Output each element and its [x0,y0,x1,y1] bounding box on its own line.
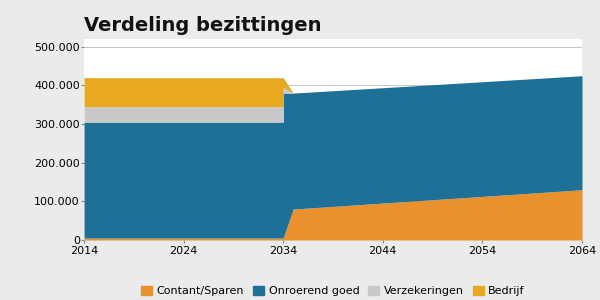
Legend: Contant/Sparen, Onroerend goed, Verzekeringen, Bedrijf: Contant/Sparen, Onroerend goed, Verzeker… [137,282,529,300]
Text: Verdeling bezittingen: Verdeling bezittingen [84,16,322,35]
